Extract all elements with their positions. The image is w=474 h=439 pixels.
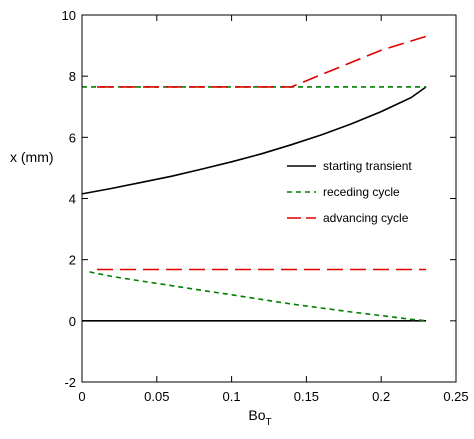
series-line-starting-transient	[81, 86, 427, 195]
x-tick-label: 0.15	[294, 389, 319, 404]
legend-label: starting transient	[323, 159, 412, 173]
y-tick-label: 0	[69, 314, 76, 329]
x-tick-label: 0	[78, 389, 85, 404]
y-tick-label: -2	[64, 375, 76, 390]
x-tick-label: 0.05	[144, 389, 169, 404]
x-tick-label: 0.25	[443, 389, 468, 404]
y-tick-label: 6	[69, 130, 76, 145]
y-tick-label: 8	[69, 69, 76, 84]
legend-label: receding cycle	[323, 185, 400, 199]
plot-area	[81, 35, 427, 322]
y-tick-label: 2	[69, 253, 76, 268]
legend: starting transient receding cycle advancin…	[287, 159, 412, 225]
y-tick-label: 10	[62, 8, 76, 23]
x-tick-label: 0.2	[372, 389, 390, 404]
y-tick-label: 4	[69, 192, 76, 207]
x-axis-label-main: Bo	[248, 407, 265, 423]
x-axis-label: BoT	[248, 407, 271, 428]
x-tick-label: 0.1	[223, 389, 241, 404]
series-line-advancing-cycle	[97, 35, 427, 88]
legend-label: advancing cycle	[323, 211, 409, 225]
x-axis-label-subscript: T	[266, 417, 272, 428]
plot-frame	[81, 14, 457, 383]
series-line-receding-cycle	[89, 271, 427, 322]
y-axis-label: x (mm)	[10, 149, 54, 165]
